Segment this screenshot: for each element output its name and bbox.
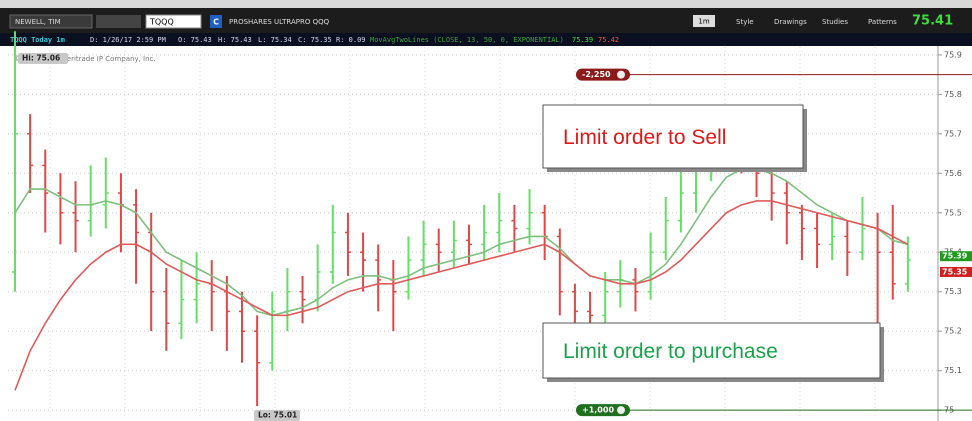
toolbar-button[interactable]: Patterns xyxy=(868,18,897,26)
info-field: O: 75.43 xyxy=(178,36,212,44)
y-tick-label: 75.1 xyxy=(944,366,962,375)
annotation: Limit order to purchase xyxy=(563,340,778,363)
info-field: D: 1/26/17 2:59 PM xyxy=(90,36,166,44)
description: PROSHARES ULTRAPRO QQQ xyxy=(229,18,330,26)
account: NEWELL, TIM xyxy=(15,18,61,26)
price-tag-label: 75.39 xyxy=(942,252,968,261)
y-tick-label: 75.9 xyxy=(944,50,962,59)
study-value: 75.39 xyxy=(572,36,593,44)
screen: NEWELL, TIM TQQQ C PROSHARES ULTRAPRO QQ… xyxy=(0,0,972,421)
y-tick-label: 75.5 xyxy=(944,208,962,217)
info-field: H: 75.43 xyxy=(218,36,252,44)
info-title: TQQQ Today 1m xyxy=(10,36,65,44)
annotation: Limit order to Sell xyxy=(563,126,726,149)
hi-label: Hi: 75.06 xyxy=(22,54,60,63)
y-tick-label: 75.6 xyxy=(944,169,962,178)
order-label: -2,250 xyxy=(582,70,611,79)
study: MovAvgTwoLines (CLOSE, 13, 50, 0, EXPONE… xyxy=(370,36,564,44)
symbol: TQQQ xyxy=(149,18,174,27)
toolbar-button[interactable]: Drawings xyxy=(774,18,807,26)
y-tick-label: 75.7 xyxy=(944,129,962,138)
order-cancel[interactable] xyxy=(617,71,625,79)
link-buttons[interactable] xyxy=(96,15,141,28)
y-tick-label: 75.8 xyxy=(944,90,962,99)
order-label: +1,000 xyxy=(582,406,614,415)
toolbar-button[interactable]: Studies xyxy=(822,18,848,26)
y-tick-label: 75.2 xyxy=(944,327,962,336)
toolbar-button[interactable]: Style xyxy=(736,18,754,26)
info-field: C: 75.35 xyxy=(298,36,332,44)
info-field: L: 75.34 xyxy=(258,36,292,44)
study-value: 75.42 xyxy=(598,36,619,44)
y-tick-label: 75.3 xyxy=(944,287,962,296)
toolbar-top xyxy=(0,0,972,8)
order-cancel[interactable] xyxy=(617,406,625,414)
price-tag-label: 75.35 xyxy=(942,267,968,276)
interval: 1m xyxy=(698,18,709,26)
last-price: 75.41 xyxy=(912,14,953,29)
badge: C xyxy=(213,18,219,27)
lo-label: Lo: 75.01 xyxy=(258,411,297,420)
info-field: R: 0.09 xyxy=(336,36,366,44)
